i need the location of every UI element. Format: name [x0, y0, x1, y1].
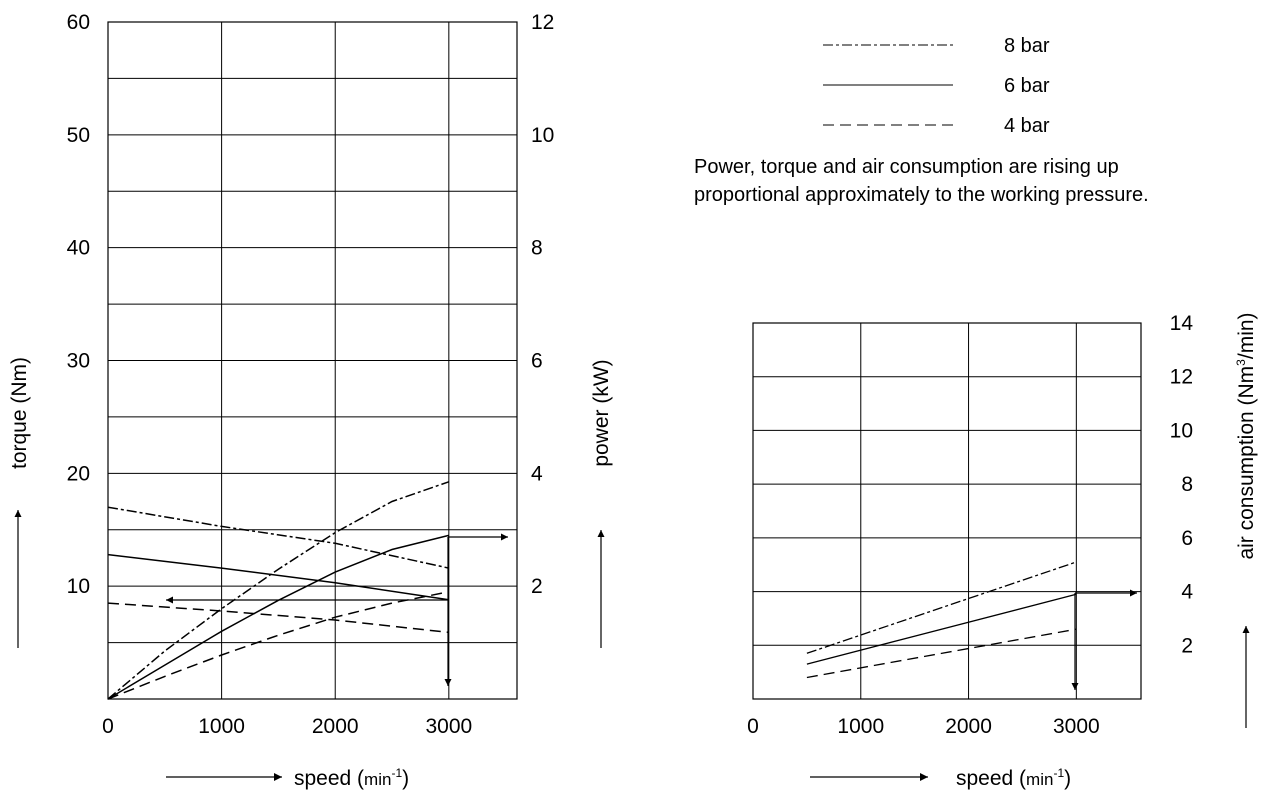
pressure-note-line-2: proportional approximately to the workin… — [694, 184, 1149, 206]
series-torque-6-bar — [107, 553, 449, 601]
air-consumption-chart: 0 1000 2000 3000 2 4 6 8 10 12 14 air consumption … — [747, 312, 1258, 790]
chart1-right-tick-label: 4 — [531, 462, 543, 485]
series-power-4-bar — [107, 591, 449, 700]
pressure-note-line-1: Power, torque and air consumption are ri… — [694, 156, 1119, 178]
chart2-y-tick-label: 6 — [1181, 527, 1193, 550]
chart1-x-tick-label: 0 — [102, 715, 114, 738]
chart2-x-tick-label: 3000 — [1053, 715, 1100, 738]
chart2-grid — [752, 322, 1142, 700]
chart1-left-tick-label: 20 — [67, 462, 90, 485]
series-air-6-bar — [806, 593, 1077, 665]
chart2-x-tick-label: 0 — [747, 715, 759, 738]
air-y-axis-label: air consumption (Nm3/min) — [1234, 312, 1258, 559]
series-air-4-bar — [806, 628, 1077, 679]
chart2-tick-labels: 0 1000 2000 3000 2 4 6 8 10 12 14 — [747, 312, 1193, 738]
series-power-8-bar — [107, 481, 450, 700]
chart1-grid — [107, 21, 518, 700]
chart1-x-tick-label: 1000 — [198, 715, 245, 738]
chart1-x-tick-label: 2000 — [312, 715, 359, 738]
chart1-series — [107, 481, 450, 700]
chart2-y-tick-label: 8 — [1181, 473, 1193, 496]
chart2-x-tick-label: 2000 — [945, 715, 992, 738]
series-air-8-bar — [806, 561, 1077, 654]
chart2-y-tick-label: 10 — [1170, 419, 1193, 442]
right-y-axis-label: power (kW) — [590, 359, 613, 466]
chart1-left-tick-label: 60 — [67, 11, 90, 34]
chart2-y-tick-label: 14 — [1170, 312, 1194, 335]
chart1-right-tick-label: 8 — [531, 237, 543, 260]
legend: 8 bar 6 bar 4 bar — [823, 35, 1050, 137]
legend-label-4-bar: 4 bar — [1004, 115, 1050, 137]
chart1-right-tick-label: 12 — [531, 11, 554, 34]
chart2-y-tick-label: 4 — [1181, 581, 1193, 604]
chart1-right-tick-label: 2 — [531, 575, 543, 598]
chart1-tick-labels: 0 1000 2000 3000 10 20 30 40 50 60 2 4 6 8 10 12 — [67, 11, 555, 738]
chart1-left-tick-label: 50 — [67, 124, 90, 147]
torque-power-chart: 0 1000 2000 3000 10 20 30 40 50 60 2 4 6 8 10 12 torque… — [8, 11, 613, 790]
left-y-axis-label: torque (Nm) — [8, 357, 31, 469]
chart1-left-tick-label: 30 — [67, 350, 90, 373]
chart2-y-tick-label: 2 — [1181, 634, 1193, 657]
x-axis-label: speed (min-1) — [294, 766, 409, 790]
chart1-right-tick-label: 10 — [531, 124, 554, 147]
chart2-y-tick-label: 12 — [1170, 366, 1193, 389]
chart1-right-tick-label: 6 — [531, 350, 543, 373]
chart1-left-tick-label: 40 — [67, 237, 90, 260]
chart1-left-tick-label: 10 — [67, 575, 90, 598]
series-torque-4-bar — [107, 602, 449, 634]
legend-label-6-bar: 6 bar — [1004, 75, 1050, 97]
series-torque-8-bar — [107, 506, 449, 569]
chart2-series — [806, 561, 1077, 679]
chart1-x-tick-label: 3000 — [425, 715, 472, 738]
chart2-frame — [752, 322, 1142, 700]
legend-label-8-bar: 8 bar — [1004, 35, 1050, 57]
chart2-x-tick-label: 1000 — [837, 715, 884, 738]
pressure-note: Power, torque and air consumption are ri… — [694, 153, 1259, 209]
air-x-axis-label: speed (min-1) — [956, 766, 1071, 790]
